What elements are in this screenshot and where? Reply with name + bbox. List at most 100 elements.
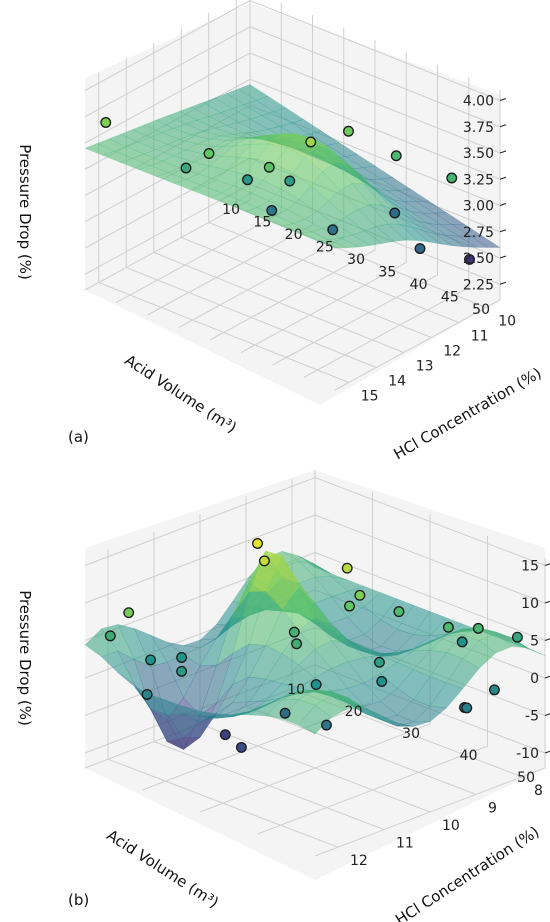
data-point — [104, 630, 116, 642]
z-tickmark — [499, 176, 507, 180]
y-gridline — [314, 558, 546, 857]
data-point — [288, 626, 300, 638]
xlabel-b: HCl Concentration (%) — [392, 823, 542, 922]
data-point — [511, 631, 523, 643]
y-gridline — [257, 536, 488, 835]
data-point — [145, 654, 157, 666]
z-tickmark — [544, 675, 550, 679]
y-gridline — [303, 77, 470, 378]
y-gridline — [199, 514, 431, 813]
data-point — [488, 684, 500, 696]
z-tickmark — [544, 600, 550, 604]
z-tickmark — [499, 281, 507, 285]
panel-label-b: (b) — [68, 891, 89, 909]
data-point — [258, 555, 270, 567]
z-tick-label: 3.00 — [463, 199, 494, 215]
z-tickmark — [499, 150, 507, 154]
surface-facet — [298, 704, 332, 735]
y-tick-label: 10 — [222, 202, 240, 218]
data-point — [341, 562, 353, 574]
points-b — [104, 538, 523, 753]
x-tick-label: 12 — [443, 344, 461, 360]
z-tick-label: 10 — [521, 596, 539, 612]
z-tick-label: 3.50 — [463, 146, 494, 162]
z-tick-label: -10 — [516, 746, 539, 762]
z-tickmark — [544, 713, 550, 716]
panel-label-a: (a) — [68, 428, 89, 446]
x-tick-label: 13 — [416, 359, 434, 375]
data-point — [327, 224, 339, 236]
x-tick-label: 11 — [396, 836, 414, 852]
data-point — [344, 600, 355, 612]
data-point — [141, 689, 153, 700]
data-point — [123, 607, 135, 619]
y-tick-label: 15 — [253, 215, 271, 231]
z-tick-label: 2.25 — [463, 277, 494, 293]
y-tick-label: 40 — [410, 277, 428, 293]
ticks-b: -10 -5 0 5 10 15 10 20 30 40 508 9 10 11 12 — [287, 559, 550, 869]
x-tick-label: 9 — [488, 800, 497, 816]
data-point — [266, 205, 278, 216]
y-tick-label: 10 — [287, 682, 305, 698]
z-tick-label: 3.75 — [463, 120, 494, 136]
y-tick-label: 45 — [441, 290, 459, 306]
data-point — [354, 589, 366, 601]
data-point — [180, 162, 192, 174]
data-point — [176, 665, 188, 677]
z-tickmark — [499, 203, 507, 206]
y-tick-label: 20 — [285, 227, 303, 243]
data-point — [100, 117, 112, 128]
z-tickmark — [499, 229, 507, 233]
z-tickmark — [544, 750, 550, 754]
data-point — [321, 719, 332, 731]
z-tick-label: 5 — [530, 634, 539, 650]
y-tick-label: 30 — [402, 726, 420, 742]
data-point — [310, 679, 322, 691]
z-tickmark — [544, 563, 550, 566]
z-tick-label: -5 — [525, 709, 539, 725]
x-tick-label: 12 — [350, 853, 368, 869]
data-point — [279, 707, 291, 719]
ticks-a: 2.25 2.50 2.75 3.00 3.25 3.50 3.75 4.00 10 15 20 25… — [222, 94, 516, 405]
data-point — [464, 253, 475, 265]
data-point — [446, 172, 458, 184]
data-point — [442, 621, 454, 633]
y-tick-label: 20 — [345, 704, 363, 720]
pane-floor — [85, 200, 500, 405]
y-gridline — [241, 52, 407, 353]
ylabel-a: Acid Volume (m³) — [121, 351, 239, 437]
data-point — [461, 702, 473, 714]
data-point — [343, 125, 354, 137]
x-tick-label: 10 — [498, 314, 516, 330]
y-tick-label: 50 — [472, 302, 490, 318]
y-gridline — [209, 40, 376, 341]
data-point — [203, 148, 215, 159]
x-tick-label: 8 — [534, 783, 543, 799]
data-point — [242, 174, 253, 186]
data-point — [414, 243, 426, 255]
x-tick-label: 11 — [471, 329, 489, 345]
x-tick-label: 14 — [388, 374, 406, 390]
z-tickmark — [499, 255, 507, 259]
data-point — [373, 656, 385, 668]
zlabel-a: Pressure Drop (%) — [16, 144, 34, 280]
data-point — [376, 676, 388, 687]
data-point — [284, 175, 296, 187]
data-point — [176, 652, 188, 663]
data-point — [235, 741, 247, 753]
data-point — [393, 606, 405, 618]
data-point — [390, 150, 402, 162]
z-tick-label: 2.75 — [463, 225, 494, 241]
z-tickmark — [544, 638, 550, 641]
z-tick-label: 15 — [521, 559, 539, 575]
y-gridline — [334, 90, 501, 391]
x-tick-label: 10 — [442, 818, 460, 834]
data-point — [456, 636, 468, 648]
z-tick-label: 4.00 — [463, 94, 494, 110]
z-tickmark — [499, 124, 507, 128]
data-point — [252, 538, 263, 549]
surface-facet — [317, 239, 347, 249]
y-tick-label: 50 — [517, 770, 535, 786]
data-point — [263, 161, 275, 173]
y-gridline — [272, 65, 438, 366]
